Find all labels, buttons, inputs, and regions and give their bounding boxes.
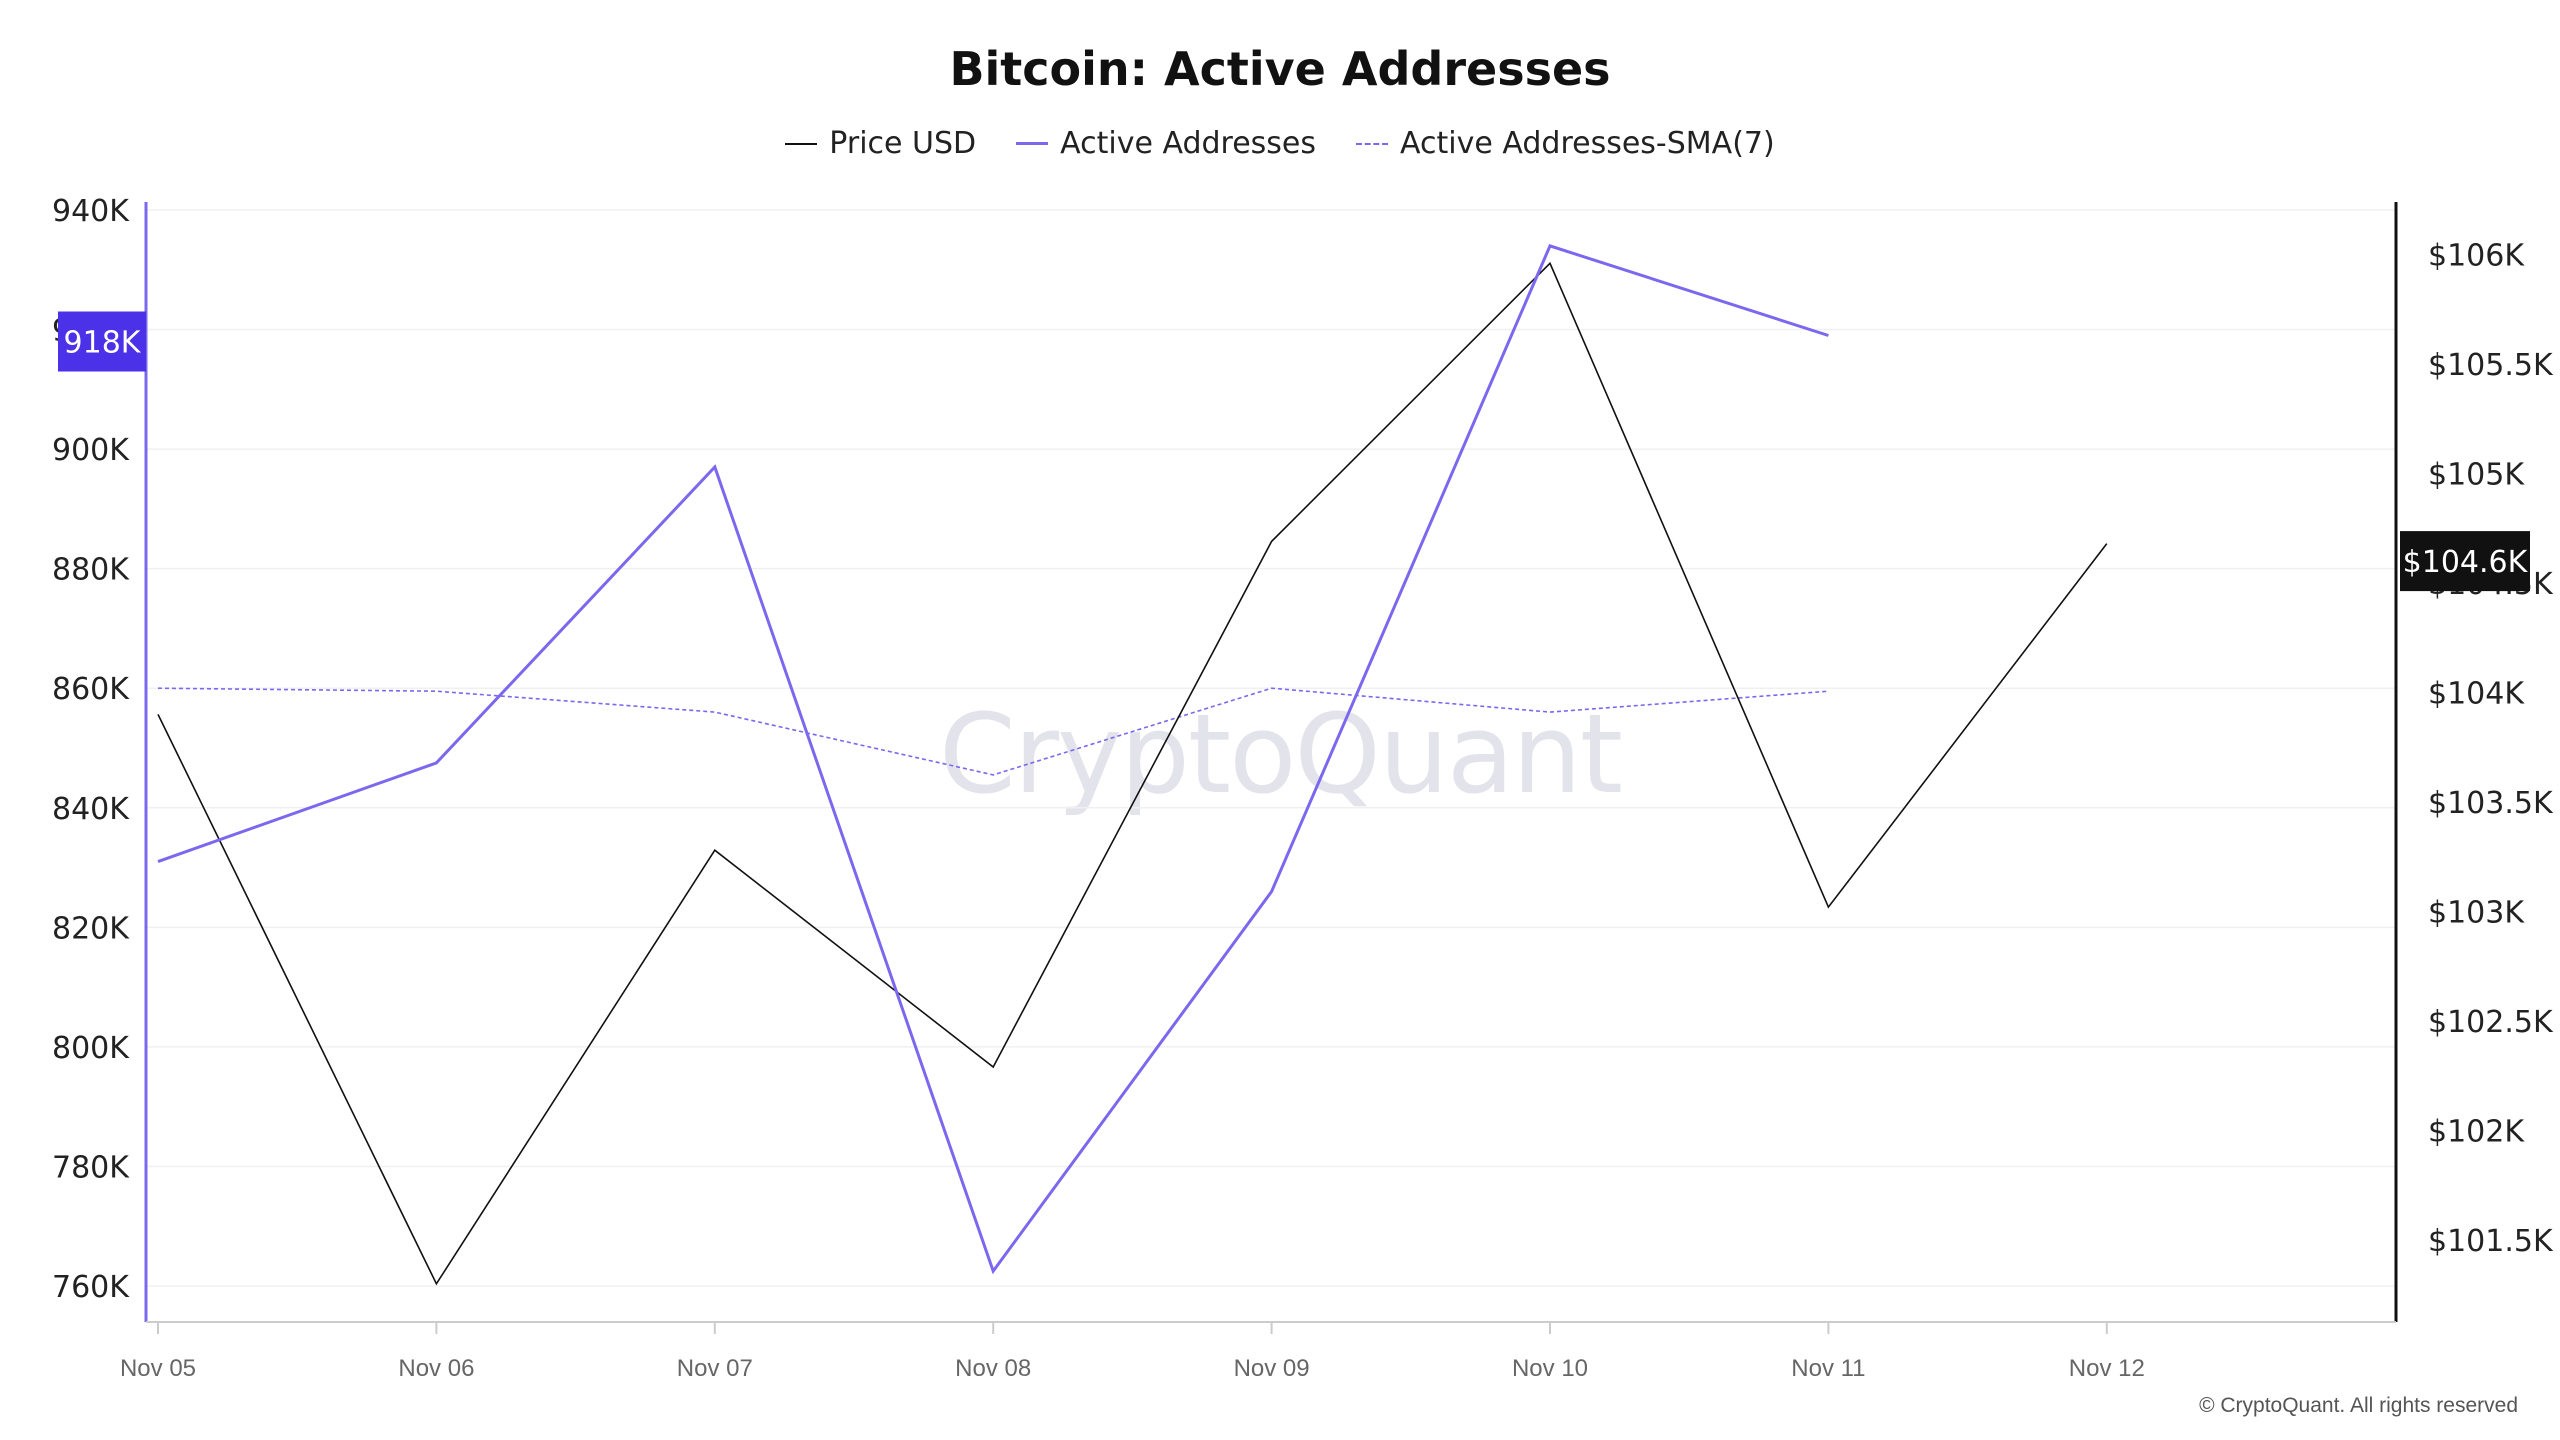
left-value-badge — [58, 311, 146, 372]
y-right-tick-label: $104K — [2428, 677, 2525, 712]
legend-item-price[interactable]: Price USD — [785, 126, 976, 161]
y-left-tick-label: 840K — [52, 792, 130, 827]
copyright-text: © CryptoQuant. All rights reserved — [2199, 1394, 2518, 1417]
y-right-tick-label: $105K — [2428, 458, 2525, 493]
y-left-tick-label: 880K — [52, 553, 130, 588]
x-tick-label: Nov 12 — [2069, 1355, 2145, 1382]
y-right-tick-label: $103.5K — [2428, 786, 2554, 821]
y-left-tick-label: 780K — [52, 1150, 130, 1185]
legend-label-price: Price USD — [829, 126, 977, 161]
x-tick-label: Nov 07 — [677, 1355, 753, 1382]
legend-swatch-active-addresses — [1016, 142, 1049, 145]
legend-item-active-addresses[interactable]: Active Addresses — [1016, 126, 1316, 161]
y-right-tick-label: $102.5K — [2428, 1005, 2554, 1040]
legend-swatch-price — [785, 142, 818, 145]
x-tick-label: Nov 09 — [1234, 1355, 1310, 1382]
y-right-tick-label: $101.5K — [2428, 1224, 2554, 1259]
y-left-tick-label: 900K — [52, 433, 130, 468]
legend-item-sma[interactable]: Active Addresses-SMA(7) — [1356, 126, 1775, 161]
y-left-tick-label: 800K — [52, 1031, 130, 1066]
price-line — [157, 261, 2108, 1286]
active-addresses-line — [157, 244, 1829, 1275]
y-right-tick-label: $103K — [2428, 896, 2525, 931]
right-value-badge-label: $104.6K — [2403, 545, 2529, 580]
y-right-tick-label: $106K — [2428, 239, 2525, 274]
y-left-tick-label: 940K — [52, 194, 130, 229]
x-tick-label: Nov 11 — [1791, 1355, 1865, 1382]
right-value-badge — [2400, 531, 2530, 592]
legend-label-active-addresses: Active Addresses — [1060, 126, 1317, 161]
x-tick-label: Nov 08 — [955, 1355, 1031, 1382]
y-right-tick-label: $102K — [2428, 1115, 2525, 1150]
legend-label-sma: Active Addresses-SMA(7) — [1400, 126, 1775, 161]
y-left-tick-label: 760K — [52, 1270, 130, 1305]
x-tick-label: Nov 06 — [398, 1355, 474, 1382]
left-value-badge-label: 918K — [64, 326, 142, 361]
sma-line — [157, 687, 1829, 776]
x-tick-label: Nov 10 — [1512, 1355, 1588, 1382]
legend-swatch-sma — [1356, 142, 1389, 145]
x-tick-label: Nov 05 — [120, 1355, 196, 1382]
watermark: CryptoQuant — [939, 690, 1623, 818]
y-right-tick-label: $105.5K — [2428, 348, 2554, 383]
y-left-tick-label: 820K — [52, 911, 130, 946]
chart-title: Bitcoin: Active Addresses — [949, 42, 1611, 96]
y-left-tick-label: 860K — [52, 672, 130, 707]
legend: Price USD Active Addresses Active Addres… — [0, 126, 2560, 161]
